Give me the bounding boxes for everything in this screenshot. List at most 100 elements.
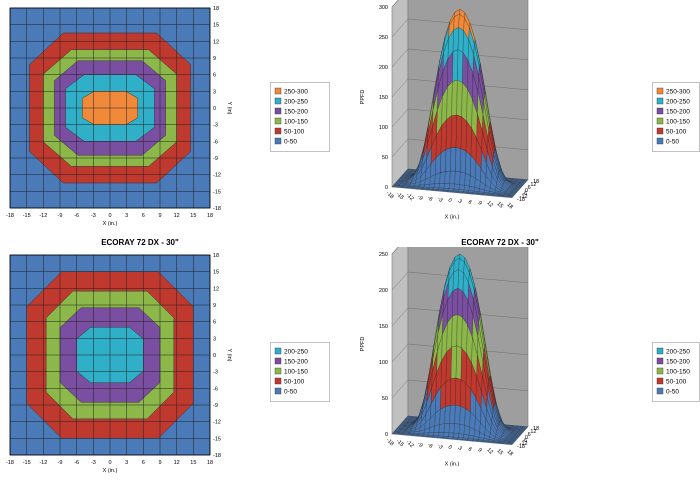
legend-label-200-250: 200-250 [666,99,690,106]
y-tick-label: 18 [213,6,219,12]
surface-cell [438,433,444,437]
legend-label-50-100: 50-100 [284,129,305,136]
x-tick-label: -12 [39,213,47,219]
z-tick-label: 0 [385,432,388,438]
x-axis-label: X (in.) [103,221,118,227]
x-axis-label: X (in.) [103,468,118,474]
legend-swatch-200-250 [275,348,281,354]
surface-cell [450,405,456,423]
x-tick-label: -18 [385,190,395,200]
z-tick-label: 150 [379,324,388,330]
surface-cell [445,379,451,407]
legend-label-100-150: 100-150 [666,119,690,126]
y-tick-label: 6 [213,320,216,326]
y-tick-label: 18 [533,179,539,185]
surface-cell [452,314,458,347]
surface-cell [428,433,434,436]
legend-label-150-200: 150-200 [284,359,308,366]
z-tick-label: 200 [379,65,388,71]
y-tick-label: 18 [213,253,219,259]
surface-cell [451,346,457,379]
x-tick-label: -3 [91,460,96,466]
x-tick-label: 0 [108,213,111,219]
z-axis-label: PPFD [360,337,366,352]
x-tick-label: -18 [385,437,395,447]
z-tick-label: 300 [379,5,388,11]
legend-swatch-50-100 [657,128,663,134]
surface-cell [443,433,449,437]
surface-cell [460,406,466,425]
z-tick-label: 250 [379,35,388,41]
x-tick-label: 3 [125,213,128,219]
surface-cell [457,80,463,117]
x-tick-label: 18 [207,213,213,219]
x-tick-label: 9 [477,447,483,453]
legend-label-250-300: 250-300 [666,89,690,96]
surface-cell [458,434,464,438]
z-tick-label: 50 [382,155,388,161]
surface-cell [458,269,464,291]
surface-cell [450,171,456,184]
legend-swatch-100-150 [275,368,281,374]
y-tick-label: 0 [213,353,216,359]
y-tick-label: 9 [213,303,216,309]
legend-label-0-50: 0-50 [284,139,297,146]
x-tick-label: 12 [174,213,180,219]
legend-label-50-100: 50-100 [284,379,305,386]
x-tick-label: -9 [58,213,63,219]
surface-cell [439,183,445,188]
contour-plot-2: -18-18-15-15-12-12-9-9-6-6-3-30033669912… [0,247,240,479]
surface-cell [453,27,459,51]
x-tick-label: 9 [158,213,161,219]
legend-label-150-200: 150-200 [284,109,308,116]
z-tick-label: 50 [382,396,388,402]
surface-cell [460,172,466,185]
y-axis-label: Y (in) [226,348,232,361]
surface-cell [465,173,471,186]
surface-cell [457,50,463,83]
left-wall [392,247,408,434]
surface-cell [455,378,461,406]
legend-swatch-50-100 [657,378,663,384]
contour-plot-1: -18-18-15-15-12-12-9-9-6-6-3-30033669912… [0,0,240,232]
x-tick-label: -15 [395,191,405,201]
x-tick-label: 0 [447,197,453,203]
surface-cell [462,83,468,122]
surface-cell [465,151,471,175]
surface-cell [452,288,458,316]
surface-cell [450,378,456,405]
y-tick-label: -9 [213,156,218,162]
x-tick-label: 6 [467,199,473,205]
legend-label-0-50: 0-50 [666,389,679,396]
surface-cell [440,150,446,173]
surface-cell [452,50,458,82]
y-tick-label: 3 [213,336,216,342]
legend-label-150-200: 150-200 [666,359,690,366]
surface-cell [459,424,465,434]
surface-cell [454,184,460,190]
legend-swatch-50-100 [275,378,281,384]
x-tick-label: 15 [190,213,196,219]
legend-label-250-300: 250-300 [284,89,308,96]
y-tick-label: 12 [213,286,219,292]
y-tick-label: -15 [213,189,221,195]
legend-swatch-0-50 [275,388,281,394]
legend-label-100-150: 100-150 [666,369,690,376]
surface-cell [461,117,467,152]
legend-swatch-100-150 [657,368,663,374]
legend-label-200-250: 200-250 [284,349,308,356]
z-tick-label: 100 [379,360,388,366]
legend-label-150-200: 150-200 [666,109,690,116]
x-tick-label: -12 [405,192,415,202]
x-tick-label: -9 [58,460,63,466]
legend-swatch-0-50 [657,388,663,394]
legend-label-0-50: 0-50 [666,139,679,146]
surface-cell [457,288,463,317]
